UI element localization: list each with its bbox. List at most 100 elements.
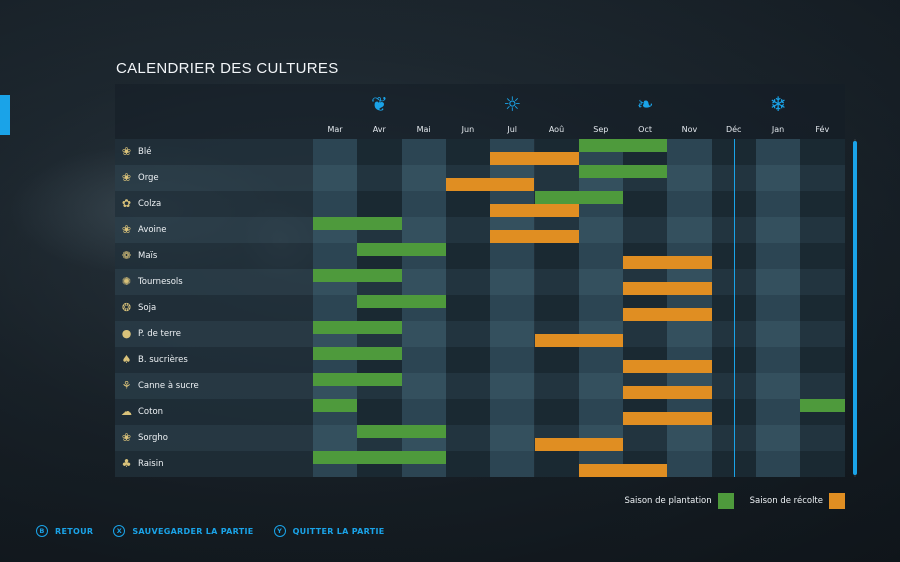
planting-bar: [578, 165, 668, 178]
calendar-cell: [445, 217, 491, 243]
calendar-cell: [623, 425, 668, 451]
crop-row[interactable]: ❀ Avoine: [115, 217, 845, 243]
calendar-cell: [711, 347, 756, 373]
calendar-cell: [711, 399, 756, 425]
calendar-cell: [800, 451, 845, 477]
sugarcane-icon: ⚘: [121, 379, 132, 392]
crop-row[interactable]: ✿ Colza: [115, 191, 845, 217]
quit-game-button-label: QUITTER LA PARTIE: [292, 526, 385, 536]
save-game-button[interactable]: X SAUVEGARDER LA PARTIE: [113, 525, 253, 537]
harvest-bar: [623, 386, 712, 399]
calendar-cell: [623, 191, 668, 217]
side-menu-indicator[interactable]: [0, 95, 10, 135]
current-month-indicator: [733, 139, 735, 477]
calendar-cell: [800, 217, 845, 243]
calendar-cell: [667, 139, 712, 165]
scrollbar-thumb[interactable]: [853, 141, 857, 475]
canola-icon: ✿: [121, 197, 132, 210]
crop-row[interactable]: ✺ Tournesols: [115, 269, 845, 295]
calendar-cell: [490, 295, 535, 321]
legend-harvest: Saison de récolte: [750, 493, 845, 509]
harvest-bar: [534, 334, 624, 347]
calendar-grid: ❀ Blé ❀ Orge ✿ Colza ❀ Avoine ❁ Maïs ✺ Tournesols ❂ S…: [115, 139, 845, 477]
calendar-cell: [401, 217, 446, 243]
calendar-cell: [756, 165, 801, 191]
calendar-cell: [357, 399, 402, 425]
crop-name: Blé: [138, 147, 152, 157]
crop-row[interactable]: ❀ Sorgho: [115, 425, 845, 451]
calendar-cell: [445, 451, 491, 477]
calendar-cell: [313, 139, 358, 165]
calendar-cell: [401, 269, 446, 295]
back-button[interactable]: B RETOUR: [36, 525, 93, 537]
calendar-cell: [756, 347, 801, 373]
calendar-cell: [711, 425, 756, 451]
crop-row[interactable]: ☁ Coton: [115, 399, 845, 425]
calendar-scrollbar[interactable]: [851, 139, 859, 477]
quit-game-button[interactable]: Y QUITTER LA PARTIE: [273, 525, 385, 537]
crop-row[interactable]: ❀ Orge: [115, 165, 845, 191]
calendar-cell: [445, 399, 491, 425]
calendar-cell: [623, 321, 668, 347]
calendar-cell: [490, 425, 535, 451]
snowflake-icon: ❄: [769, 92, 787, 116]
month-label: Jan: [771, 125, 785, 134]
calendar-cell: [578, 269, 624, 295]
calendar-cell: [401, 399, 446, 425]
calendar-cell: [756, 425, 801, 451]
crop-row[interactable]: ❁ Maïs: [115, 243, 845, 269]
x-key-icon: X: [113, 525, 126, 537]
legend-plant-label: Saison de plantation: [624, 496, 712, 506]
barley-icon: ❀: [121, 171, 132, 184]
calendar-cell: [578, 243, 624, 269]
planting-bar: [534, 191, 624, 204]
calendar-cell: [578, 295, 624, 321]
month-label: Jul: [507, 125, 518, 134]
calendar-cell: [313, 165, 358, 191]
calendar-cell: [800, 191, 845, 217]
calendar-cell: [534, 347, 579, 373]
calendar-cell: [313, 243, 358, 269]
sun-icon: ☼: [503, 92, 522, 116]
season-icons-row: ❦ ☼ ❧ ❄: [115, 84, 845, 124]
calendar-cell: [401, 321, 446, 347]
calendar-cell: [401, 165, 446, 191]
cotton-icon: ☁: [121, 405, 132, 418]
calendar-cell: [445, 347, 491, 373]
planting-bar: [357, 295, 446, 308]
crop-row[interactable]: ⚘ Canne à sucre: [115, 373, 845, 399]
harvest-bar: [534, 438, 624, 451]
calendar-cell: [800, 165, 845, 191]
calendar-cell: [445, 373, 491, 399]
sunflower-icon: ✺: [121, 275, 132, 288]
planting-bar: [357, 425, 446, 438]
crop-row[interactable]: ♠ B. sucrières: [115, 347, 845, 373]
calendar-cell: [711, 243, 756, 269]
calendar-cell: [800, 425, 845, 451]
calendar-cell: [623, 217, 668, 243]
calendar-cell: [313, 425, 358, 451]
calendar-cell: [401, 139, 446, 165]
calendar-cell: [711, 217, 756, 243]
legend-plant: Saison de plantation: [624, 493, 734, 509]
crop-row[interactable]: ❂ Soja: [115, 295, 845, 321]
calendar-cell: [800, 373, 845, 399]
crop-name: Coton: [138, 407, 164, 417]
calendar-cell: [534, 451, 579, 477]
planting-bar: [313, 217, 402, 230]
crop-name: B. sucrières: [138, 355, 188, 365]
crop-row[interactable]: ❀ Blé: [115, 139, 845, 165]
calendar-cell: [445, 191, 491, 217]
calendar-cell: [445, 425, 491, 451]
crop-row[interactable]: ♣ Raisin: [115, 451, 845, 477]
calendar-cell: [667, 425, 712, 451]
calendar-cell: [490, 321, 535, 347]
calendar-cell: [667, 217, 712, 243]
harvest-bar: [445, 178, 535, 191]
calendar-cell: [490, 269, 535, 295]
calendar-cell: [490, 243, 535, 269]
calendar-cell: [711, 295, 756, 321]
calendar-cell: [357, 191, 402, 217]
oat-icon: ❀: [121, 223, 132, 236]
crop-row[interactable]: ● P. de terre: [115, 321, 845, 347]
